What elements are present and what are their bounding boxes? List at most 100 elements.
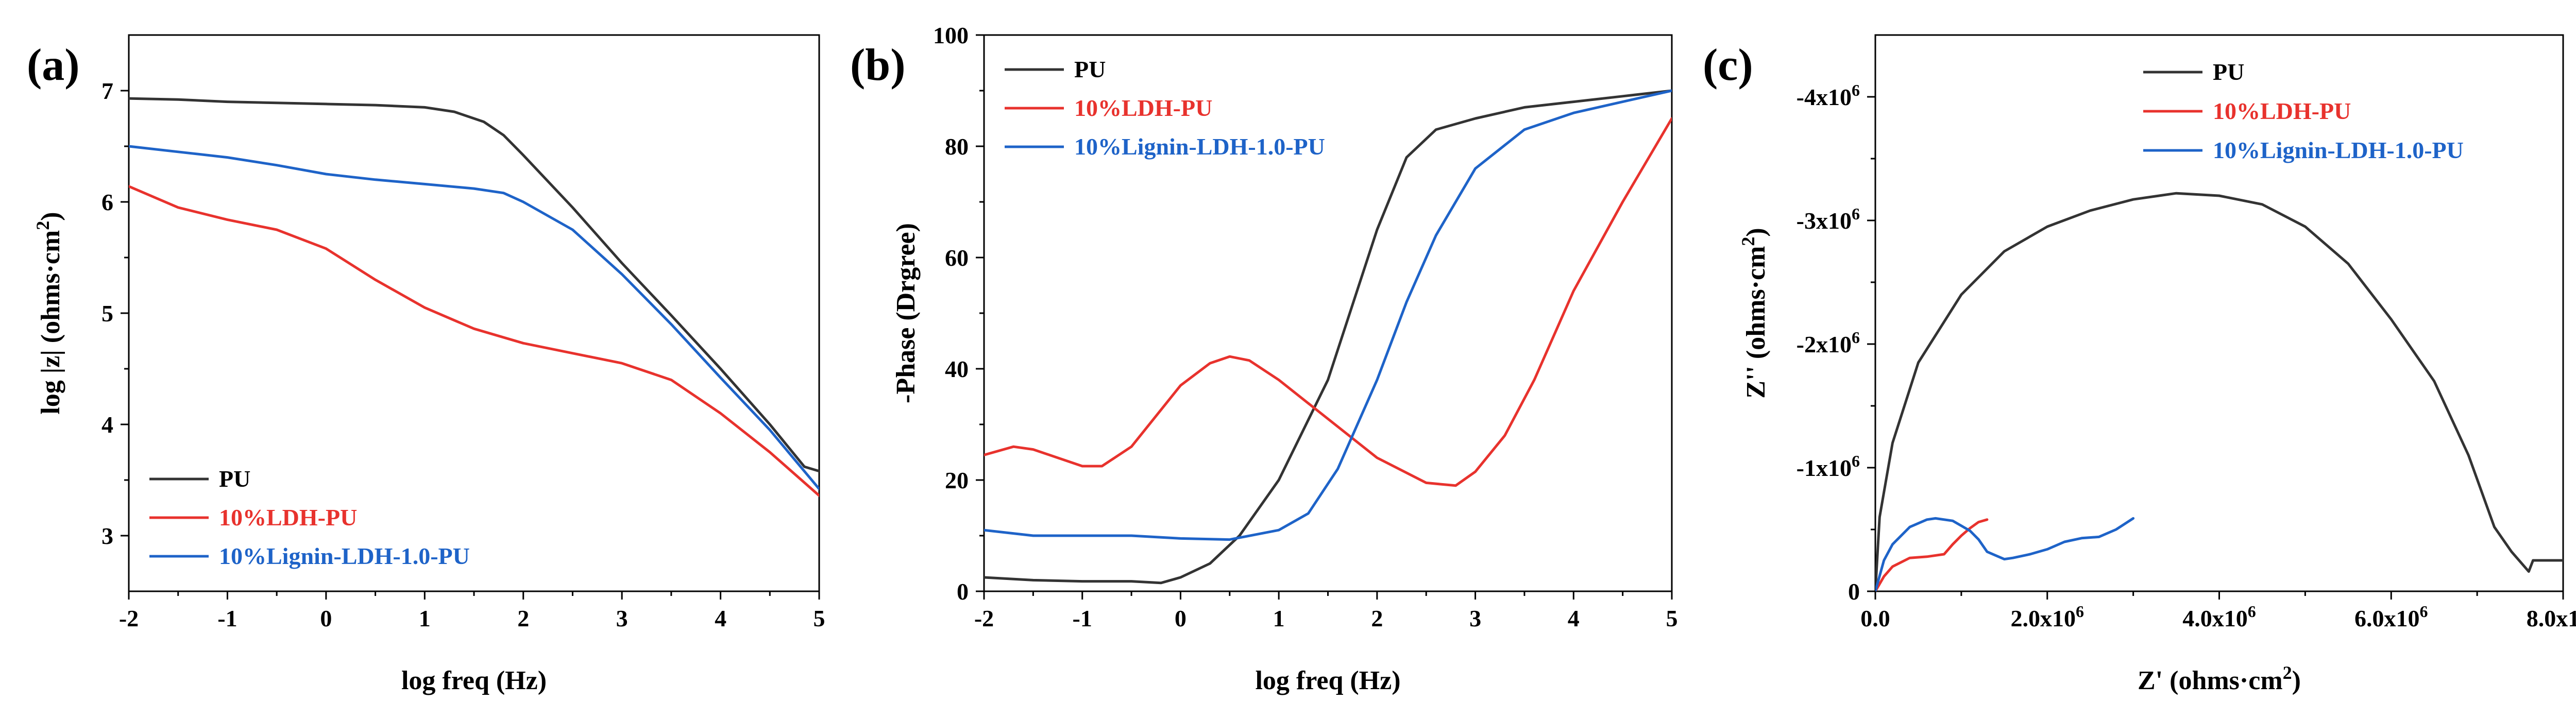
y-tick-label-base: -4x10 [1797,84,1852,110]
x-tick-label: 0.0 [1860,605,1890,631]
y-axis-title-main: Z'' (ohms·cm [1741,246,1771,399]
y-tick-label-base: -1x10 [1797,455,1852,481]
series-group [984,89,1672,585]
legend-label: PU [1074,56,1106,82]
legend-label: 10%LDH-PU [219,504,357,531]
x-tick-label: -1 [1073,605,1092,631]
x-tick-label: 0 [1175,605,1187,631]
legend-label: PU [219,466,250,492]
y-tick-label: -3x106 [1797,204,1860,234]
y-tick-label-exp: 6 [1852,328,1860,347]
y-tick-label: 4 [101,412,113,438]
y-axis-title: Z'' (ohms·cm2) [1738,228,1771,398]
x-tick-label-exp: 6 [2420,602,2428,621]
x-tick-label: -2 [974,605,994,631]
panel-letter: (c) [1703,40,1753,90]
series-line-3 [984,89,1672,541]
x-tick-label-base: 0.0 [1860,605,1890,631]
y-tick-label: -2x106 [1797,328,1860,357]
x-axis-title-main: Z' (ohms·cm [2138,666,2283,695]
x-tick-label: 3 [616,605,628,631]
x-tick-label-exp: 6 [2076,602,2084,621]
x-tick-label: 3 [1469,605,1481,631]
x-tick-label: 2.0x106 [2011,602,2084,631]
legend-label: 10%Lignin-LDH-1.0-PU [2213,137,2464,163]
panel-letter: (b) [850,40,906,90]
x-tick-label: 2 [1371,605,1383,631]
series-line-3 [129,145,819,490]
y-tick-label: 0 [957,578,969,605]
y-tick-label: 60 [945,245,969,271]
y-axis-title: -Phase (Drgree) [891,223,921,403]
x-tick-label-base: 2.0x10 [2011,605,2076,631]
series-line-1 [129,97,819,473]
legend-label: 10%LDH-PU [2213,98,2351,124]
panel-2: -2 -1 0 1 2 3 4 5 0 20 40 60 80 100 log freq (Hz) -Phas… [850,22,1678,695]
x-axis-title-sup: 2 [2283,662,2292,683]
panel-letter: (a) [27,40,80,90]
y-tick-label: 0 [1848,578,1860,605]
y-axis-title: log |z| (ohms·cm2) [32,212,65,414]
panel-3: 0.02.0x1064.0x1066.0x1068.0x1060-1x106-2… [1703,34,2576,695]
y-tick-label: 6 [101,189,113,215]
y-tick-label-base: -3x10 [1797,208,1852,234]
y-tick-label: 20 [945,467,969,493]
x-tick-label: 1 [419,605,431,631]
panel-1: -2 -1 0 1 2 3 4 5 3 4 5 6 7 log freq (Hz) log |z| (ohm… [27,34,825,695]
x-tick-label: 4.0x106 [2182,602,2256,631]
x-tick-label: 6.0x106 [2354,602,2428,631]
x-tick-label: -2 [119,605,139,631]
y-axis-title-end: ) [1741,228,1771,236]
y-tick-label: 5 [101,300,113,327]
series-line-1 [984,89,1672,585]
y-axis-title-sup: 2 [1738,237,1758,246]
y-tick-label: 3 [101,523,113,549]
series-line-1 [1875,192,2563,591]
x-axis-title: log freq (Hz) [401,666,547,695]
y-tick-label: -1x106 [1797,452,1860,481]
x-tick-label-base: 8.0x10 [2527,605,2576,631]
x-tick-label: 4 [1568,605,1580,631]
y-axis-title-main: log |z| (ohms·cm [36,230,65,415]
x-axis-title-end: ) [2292,666,2301,695]
y-tick-label-exp: 6 [1852,81,1860,99]
x-axis-title: Z' (ohms·cm2) [2138,662,2301,695]
x-tick-label: 8.0x106 [2527,602,2576,631]
legend-label: 10%Lignin-LDH-1.0-PU [219,543,470,569]
x-tick-label: 2 [517,605,529,631]
x-tick-label: 1 [1273,605,1285,631]
legend: PU 10%LDH-PU 10%Lignin-LDH-1.0-PU [1005,56,1325,160]
y-tick-label: 7 [101,78,113,104]
x-axis-title: log freq (Hz) [1255,666,1400,695]
x-tick-label: 5 [1666,605,1678,631]
y-tick-label: 80 [945,133,969,160]
x-tick-label-base: 4.0x10 [2182,605,2248,631]
legend: PU 10%LDH-PU 10%Lignin-LDH-1.0-PU [2143,59,2464,163]
y-tick-label: 100 [933,22,969,48]
series-line-2 [1875,518,1989,591]
y-tick-label: 40 [945,356,969,382]
x-tick-label-base: 6.0x10 [2354,605,2420,631]
x-tick-label: 5 [814,605,825,631]
y-tick-label-base: -2x10 [1797,331,1852,357]
series-group [1875,192,2563,591]
series-line-2 [129,185,819,497]
y-tick-label: -4x106 [1797,81,1860,110]
series-group [129,97,819,497]
legend-label: 10%Lignin-LDH-1.0-PU [1074,133,1325,160]
x-tick-label: 4 [715,605,726,631]
legend-label: PU [2213,59,2244,85]
x-tick-label-exp: 6 [2248,602,2256,621]
y-axis-title-end: ) [36,212,65,220]
y-tick-label-exp: 6 [1852,204,1860,223]
y-axis-title-sup: 2 [32,221,53,230]
y-tick-label-exp: 6 [1852,452,1860,470]
legend-label: 10%LDH-PU [1074,95,1212,121]
series-line-2 [984,117,1672,487]
x-tick-label: 0 [320,605,332,631]
series-line-3 [1875,517,2135,591]
x-tick-label: -1 [217,605,237,631]
legend: PU 10%LDH-PU 10%Lignin-LDH-1.0-PU [149,466,470,569]
y-tick-label-base: 0 [1848,578,1860,605]
